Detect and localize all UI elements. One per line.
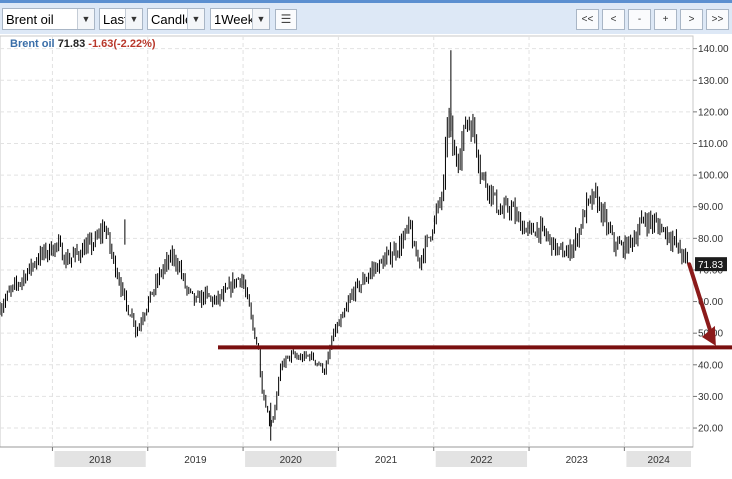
x-axis-year-band xyxy=(54,451,146,467)
nav-next-button[interactable]: > xyxy=(680,9,703,30)
list-icon: ☰ xyxy=(280,12,292,26)
y-tick-label: 20.00 xyxy=(698,424,723,435)
candle-group xyxy=(0,50,688,441)
y-tick-label: 100.00 xyxy=(698,171,729,182)
chart-legend: Brent oil 71.83 -1.63(-2.22%) xyxy=(10,38,156,50)
chevron-down-icon[interactable]: ▼ xyxy=(187,9,204,29)
chevron-down-icon[interactable]: ▼ xyxy=(77,9,94,29)
price-field-value: Last xyxy=(103,12,128,27)
interval-select[interactable]: 1Week ▼ xyxy=(210,8,270,30)
legend-last-price: 71.83 xyxy=(57,38,86,50)
x-tick-label: 2018 xyxy=(89,455,112,466)
chevron-down-icon[interactable]: ▼ xyxy=(125,9,142,29)
settings-list-button[interactable]: ☰ xyxy=(275,9,297,30)
price-chart[interactable]: 20.0030.0040.0050.0060.0070.0080.0090.00… xyxy=(0,34,732,479)
y-tick-label: 90.00 xyxy=(698,202,723,213)
chevron-down-icon[interactable]: ▼ xyxy=(252,9,269,29)
y-tick-label: 140.00 xyxy=(698,44,729,55)
last-price-badge xyxy=(695,257,727,272)
y-tick-label: 130.00 xyxy=(698,76,729,87)
y-tick-label: 40.00 xyxy=(698,360,723,371)
x-tick-label: 2021 xyxy=(375,455,398,466)
x-axis-year-band xyxy=(435,451,528,467)
symbol-select[interactable]: Brent oil ▼ xyxy=(2,8,95,30)
y-tick-label: 60.00 xyxy=(698,297,723,308)
x-axis-year-band xyxy=(626,451,691,467)
y-tick-label: 80.00 xyxy=(698,234,723,245)
symbol-select-value: Brent oil xyxy=(6,12,54,27)
last-price-label: 71.83 xyxy=(698,260,723,271)
zoom-in-button[interactable]: + xyxy=(654,9,677,30)
legend-symbol: Brent oil xyxy=(10,38,55,50)
y-tick-label: 110.00 xyxy=(698,139,728,150)
plot-area xyxy=(0,35,694,448)
nav-prev-button[interactable]: < xyxy=(602,9,625,30)
x-tick-label: 2023 xyxy=(566,455,589,466)
price-field-select[interactable]: Last ▼ xyxy=(99,8,143,30)
x-tick-label: 2019 xyxy=(184,455,207,466)
y-tick-label: 30.00 xyxy=(698,392,723,403)
chart-style-value: Candle xyxy=(151,12,191,27)
x-tick-label: 2020 xyxy=(280,455,303,466)
chart-toolbar: Brent oil ▼ Last ▼ Candle ▼ 1Week ▼ ☰ <<… xyxy=(0,0,732,34)
nav-first-button[interactable]: << xyxy=(576,9,599,30)
y-tick-label: 120.00 xyxy=(698,107,729,118)
interval-value: 1Week xyxy=(214,12,255,27)
nav-last-button[interactable]: >> xyxy=(706,9,729,30)
trend-arrow-shaft xyxy=(687,262,714,338)
x-axis-year-band xyxy=(245,451,337,467)
trend-arrow-head xyxy=(701,325,716,346)
legend-change: -1.63(-2.22%) xyxy=(88,38,156,50)
chart-style-select[interactable]: Candle ▼ xyxy=(147,8,205,30)
x-tick-label: 2022 xyxy=(470,455,493,466)
zoom-out-button[interactable]: - xyxy=(628,9,651,30)
x-tick-label: 2024 xyxy=(648,455,671,466)
